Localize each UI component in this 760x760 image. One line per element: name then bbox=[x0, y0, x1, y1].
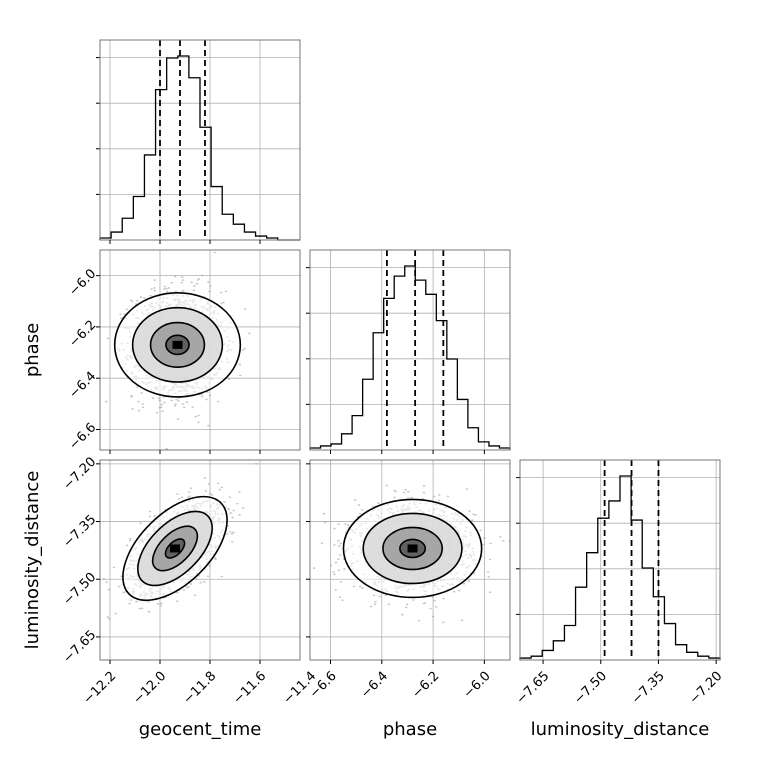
y-tick-label-phase-3: −6.0 bbox=[66, 266, 99, 299]
x-tick-label-luminosity_distance-1: −7.50 bbox=[571, 669, 610, 708]
x-axis-label-geocent-time: geocent_time bbox=[139, 719, 262, 740]
panel-frame bbox=[519, 459, 721, 661]
y-tick-label-luminosity_distance-0: −7.65 bbox=[61, 628, 100, 667]
panel-background bbox=[100, 40, 300, 240]
density-content bbox=[312, 484, 510, 624]
panel-background bbox=[310, 250, 510, 450]
density-peak bbox=[172, 340, 183, 349]
x-tick-label-geocent_time-1: −12.0 bbox=[131, 669, 170, 708]
x-tick-label-geocent_time-0: −12.2 bbox=[81, 669, 120, 708]
x-axis-label-phase: phase bbox=[383, 719, 437, 740]
density-content bbox=[105, 251, 251, 450]
panel-frame bbox=[99, 249, 301, 451]
x-tick-label-geocent_time-2: −11.8 bbox=[181, 669, 220, 708]
panel-frame bbox=[309, 249, 511, 451]
x-tick-label-phase-1: −6.4 bbox=[358, 669, 391, 702]
x-tick-label-luminosity_distance-0: −7.65 bbox=[514, 669, 553, 708]
y-tick-label-luminosity_distance-2: −7.35 bbox=[61, 512, 100, 551]
y-tick-label-phase-2: −6.2 bbox=[66, 318, 99, 351]
panel-frame bbox=[99, 459, 301, 661]
y-tick-label-luminosity_distance-3: −7.20 bbox=[61, 455, 100, 494]
panel-frame bbox=[99, 39, 301, 241]
histogram-step-phase bbox=[309, 265, 511, 450]
y-tick-label-phase-0: −6.6 bbox=[66, 420, 99, 453]
hist-panel-luminosity_distance bbox=[516, 459, 721, 664]
density-peak bbox=[170, 544, 180, 553]
density-panel-geocent_time-vs-luminosity_distance bbox=[96, 459, 301, 664]
x-axis-label-luminosity-distance: luminosity_distance bbox=[531, 719, 710, 740]
x-tick-label-geocent_time-3: −11.6 bbox=[231, 669, 270, 708]
hist-panel-phase bbox=[306, 249, 511, 454]
density-panel-phase-vs-luminosity_distance bbox=[306, 459, 511, 664]
x-tick-label-phase-3: −6.0 bbox=[461, 669, 494, 702]
histogram-step-geocent_time bbox=[99, 55, 300, 241]
x-tick-label-phase-2: −6.2 bbox=[409, 669, 442, 702]
y-axis-label-luminosity-distance: luminosity_distance bbox=[22, 471, 43, 650]
hist-panel-geocent_time bbox=[96, 39, 301, 244]
y-tick-label-phase-1: −6.4 bbox=[66, 369, 99, 402]
panel-frame bbox=[309, 459, 511, 661]
y-axis-label-phase: phase bbox=[22, 323, 43, 377]
density-peak bbox=[407, 544, 418, 553]
y-tick-label-luminosity_distance-1: −7.50 bbox=[61, 570, 100, 609]
x-tick-label-luminosity_distance-2: −7.35 bbox=[629, 669, 668, 708]
density-panel-geocent_time-vs-phase bbox=[96, 249, 301, 454]
x-tick-label-luminosity_distance-3: −7.20 bbox=[687, 669, 726, 708]
histogram-step-luminosity_distance bbox=[519, 475, 721, 660]
density-content bbox=[102, 463, 258, 620]
